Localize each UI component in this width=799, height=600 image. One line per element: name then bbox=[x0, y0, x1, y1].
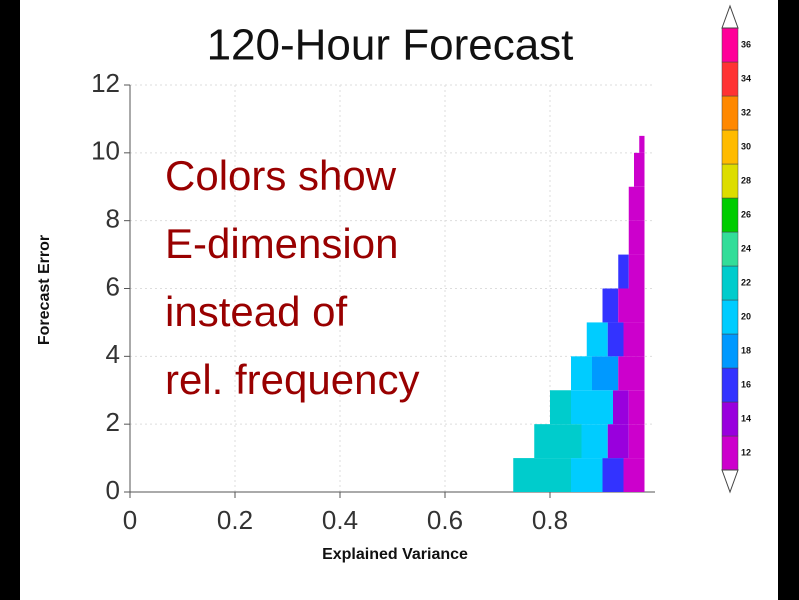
colorbar-swatch bbox=[721, 299, 739, 335]
heat-cell bbox=[592, 356, 619, 391]
heat-cell bbox=[628, 424, 645, 459]
slide-background bbox=[20, 0, 778, 600]
colorbar-swatch bbox=[721, 95, 739, 131]
heat-cell bbox=[571, 458, 603, 492]
heat-cell bbox=[581, 424, 608, 459]
heat-cell bbox=[634, 152, 645, 187]
annotation: rel. frequency bbox=[165, 356, 419, 403]
heat-cell bbox=[571, 356, 592, 391]
x-tick-label: 0.2 bbox=[217, 505, 253, 535]
colorbar-tick-label: 34 bbox=[741, 73, 751, 83]
colorbar-swatch bbox=[721, 333, 739, 369]
y-tick-label: 2 bbox=[106, 407, 120, 437]
heat-cell bbox=[628, 254, 645, 289]
y-axis-label: Forecast Error bbox=[36, 235, 53, 345]
annotation: E-dimension bbox=[165, 220, 398, 267]
x-tick-label: 0 bbox=[123, 505, 137, 535]
colorbar-tick-label: 16 bbox=[741, 379, 751, 389]
colorbar-tick-label: 30 bbox=[741, 141, 751, 151]
y-tick-label: 0 bbox=[106, 475, 120, 505]
colorbar-tick-label: 12 bbox=[741, 447, 751, 457]
heat-cell bbox=[513, 458, 571, 492]
y-tick-label: 12 bbox=[91, 68, 120, 98]
colorbar-tick-label: 28 bbox=[741, 175, 751, 185]
heat-cell bbox=[639, 135, 645, 153]
colorbar-arrow bbox=[721, 4, 739, 29]
colorbar-tick-label: 36 bbox=[741, 39, 751, 49]
colorbar-tick-label: 22 bbox=[741, 277, 751, 287]
heat-cell bbox=[618, 288, 645, 323]
heat-cell bbox=[623, 458, 645, 492]
annotation: instead of bbox=[165, 288, 347, 335]
heat-cell bbox=[602, 288, 619, 323]
y-tick-label: 6 bbox=[106, 271, 120, 301]
colorbar-tick-label: 20 bbox=[741, 311, 751, 321]
colorbar-tick-label: 26 bbox=[741, 209, 751, 219]
colorbar-swatch bbox=[721, 197, 739, 233]
annotation: Colors show bbox=[165, 152, 397, 199]
colorbar-tick-label: 14 bbox=[741, 413, 751, 423]
heat-cell bbox=[613, 390, 629, 425]
colorbar-tick-label: 18 bbox=[741, 345, 751, 355]
x-tick-label: 0.4 bbox=[322, 505, 358, 535]
heat-cell bbox=[607, 322, 624, 357]
colorbar-swatch bbox=[721, 231, 739, 267]
heat-cell bbox=[623, 322, 645, 357]
x-axis-label: Explained Variance bbox=[322, 546, 468, 563]
y-tick-label: 4 bbox=[106, 339, 120, 369]
heat-cell bbox=[628, 390, 645, 425]
y-tick-label: 10 bbox=[91, 136, 120, 166]
heat-cell bbox=[602, 458, 624, 492]
heat-cell bbox=[550, 390, 571, 425]
colorbar-swatch bbox=[721, 27, 739, 63]
colorbar-tick-label: 24 bbox=[741, 243, 751, 253]
colorbar-swatch bbox=[721, 401, 739, 437]
x-tick-label: 0.6 bbox=[427, 505, 463, 535]
colorbar-swatch bbox=[721, 265, 739, 301]
colorbar-swatch bbox=[721, 367, 739, 403]
colorbar-swatch bbox=[721, 163, 739, 199]
colorbar-swatch bbox=[721, 61, 739, 97]
y-tick-label: 8 bbox=[106, 204, 120, 234]
colorbar-arrow bbox=[721, 469, 739, 494]
colorbar-tick-label: 32 bbox=[741, 107, 751, 117]
heat-cell bbox=[534, 424, 582, 459]
heat-cell bbox=[586, 322, 608, 357]
colorbar-swatch bbox=[721, 435, 739, 471]
heat-cell bbox=[607, 424, 629, 459]
heat-cell bbox=[618, 254, 629, 289]
chart-title: 120-Hour Forecast bbox=[207, 21, 574, 70]
x-tick-label: 0.8 bbox=[532, 505, 568, 535]
colorbar-swatch bbox=[721, 129, 739, 165]
heat-cell bbox=[571, 390, 613, 425]
heat-cell bbox=[628, 220, 645, 255]
heat-cell bbox=[618, 356, 645, 391]
heat-cell bbox=[628, 186, 645, 221]
